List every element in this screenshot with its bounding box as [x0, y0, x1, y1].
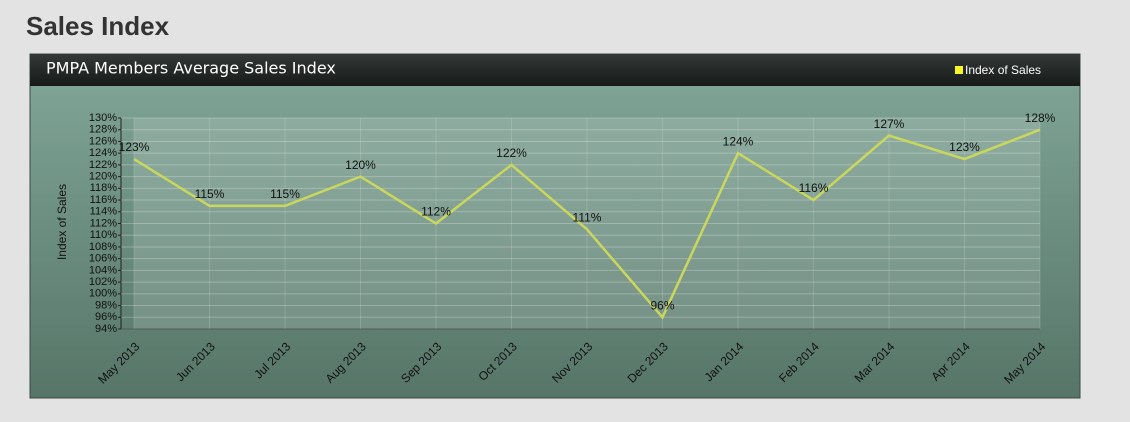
- y-tick-label: 124%: [89, 147, 117, 159]
- y-tick-label: 98%: [95, 299, 117, 311]
- data-label: 127%: [874, 117, 905, 131]
- y-tick-label: 116%: [90, 194, 118, 206]
- y-tick-label: 130%: [89, 112, 117, 124]
- chart-header: [30, 54, 1080, 86]
- data-label: 115%: [195, 187, 225, 201]
- data-label: 112%: [421, 205, 451, 219]
- page-title: Sales Index: [26, 11, 170, 41]
- y-tick-label: 102%: [89, 276, 117, 288]
- chart-panel: [29, 53, 1081, 399]
- y-tick-label: 120%: [89, 171, 117, 183]
- plot-area: [134, 118, 1040, 329]
- legend-label: Index of Sales: [965, 63, 1041, 77]
- y-tick-label: 114%: [90, 206, 118, 218]
- data-label: 123%: [949, 140, 980, 154]
- data-label: 123%: [119, 140, 150, 154]
- chart-title: PMPA Members Average Sales Index: [46, 59, 336, 78]
- data-label: 116%: [799, 181, 829, 195]
- y-tick-label: 128%: [89, 124, 117, 136]
- y-tick-label: 112%: [90, 217, 118, 229]
- y-tick-label: 94%: [95, 323, 117, 335]
- data-label: 96%: [650, 298, 674, 312]
- y-tick-label: 126%: [89, 135, 117, 147]
- line: [133, 128, 1041, 320]
- data-label: 128%: [1025, 111, 1056, 125]
- y-axis-label: Index of Sales: [55, 184, 69, 260]
- data-label: 122%: [496, 146, 527, 160]
- legend-swatch: [955, 66, 963, 74]
- y-tick-label: 108%: [89, 241, 117, 253]
- data-label: 115%: [270, 187, 300, 201]
- y-tick-label: 110%: [90, 229, 118, 241]
- y-tick-label: 106%: [89, 253, 117, 265]
- y-tick-label: 122%: [89, 159, 117, 171]
- y-tick-label: 118%: [90, 182, 118, 194]
- data-label: 124%: [723, 134, 754, 148]
- y-tick-label: 100%: [89, 288, 117, 300]
- y-tick-label: 104%: [89, 264, 117, 276]
- data-label: 120%: [345, 158, 376, 172]
- y-tick-label: 96%: [95, 311, 117, 323]
- data-label: 111%: [573, 211, 602, 225]
